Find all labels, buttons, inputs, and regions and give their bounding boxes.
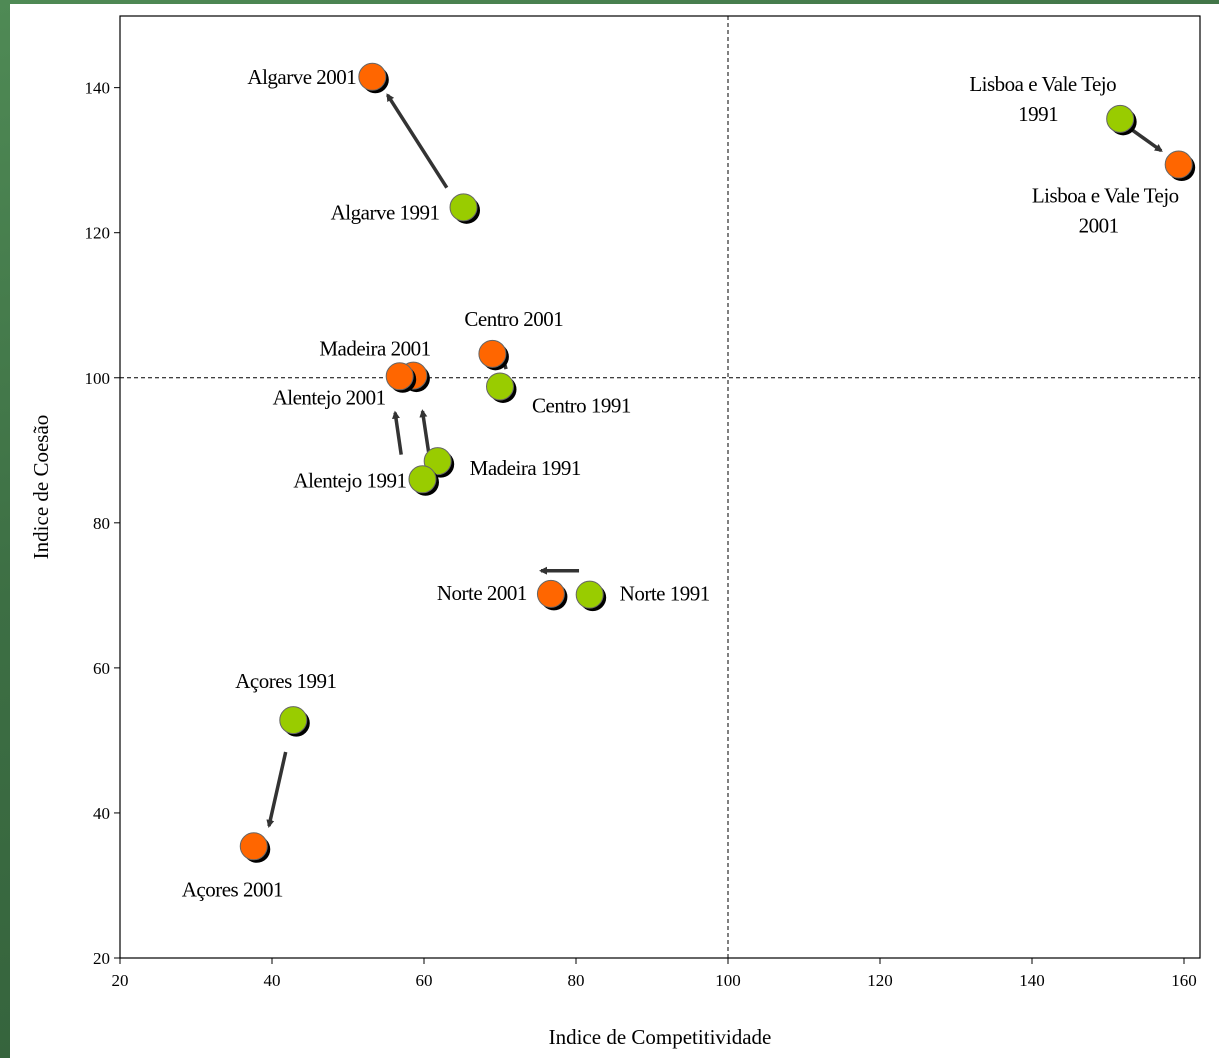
point-a-ores-1991 — [279, 706, 310, 737]
reference-lines — [120, 16, 1200, 958]
point-label: Algarve 2001 — [247, 65, 356, 89]
x-tick-label: 160 — [1171, 971, 1197, 990]
point-norte-1991 — [575, 580, 607, 612]
y-tick-label: 60 — [93, 659, 110, 678]
point-label: Algarve 1991 — [331, 200, 440, 224]
point-label: Madeira 1991 — [470, 456, 581, 480]
x-tick-label: 100 — [715, 971, 741, 990]
x-axis: 20 40 60 80 100 120 140 160 — [112, 958, 1197, 990]
point-label: Açores 2001 — [182, 877, 283, 901]
y-tick-label: 100 — [85, 369, 111, 388]
point-a-ores-2001 — [239, 832, 271, 863]
point-madeira-1991 — [423, 447, 455, 478]
point-label: Lisboa e Vale Tejo 1991 — [969, 72, 1116, 126]
point-label: Açores 1991 — [235, 669, 336, 693]
point-lisboa-e-vale-tejo-2001 — [1164, 150, 1196, 182]
arrow-acores — [266, 751, 288, 828]
plot-area — [119, 15, 1201, 959]
point-label: Alentejo 1991 — [293, 468, 406, 492]
x-tick-label: 60 — [416, 971, 433, 990]
y-tick-label: 80 — [93, 514, 110, 533]
y-tick-label: 40 — [93, 804, 110, 823]
point-algarve-2001 — [358, 62, 389, 94]
y-axis: 20 40 60 80 100 120 140 — [85, 79, 120, 968]
x-tick-label: 140 — [1019, 971, 1045, 990]
y-tick-label: 120 — [85, 224, 111, 243]
point-alentejo-1991 — [408, 465, 439, 496]
scatter-chart: 20 40 60 80 100 120 140 160 20 40 60 80 100 120 140 A… — [29, 15, 1201, 1049]
point-centro-2001 — [478, 339, 509, 371]
point-algarve-1991 — [449, 193, 481, 224]
point-label: Alentejo 2001 — [273, 385, 386, 409]
data-points — [239, 62, 1196, 863]
point-norte-2001 — [536, 579, 568, 611]
y-axis-title: Indice de Coesão — [29, 415, 53, 560]
chart-frame: 20 40 60 80 100 120 140 160 20 40 60 80 100 120 140 A… — [10, 4, 1219, 1058]
arrow-algarve — [386, 93, 449, 189]
point-alentejo-2001 — [385, 362, 417, 393]
x-tick-label: 40 — [264, 971, 281, 990]
point-label: Centro 1991 — [532, 393, 631, 417]
y-tick-label: 140 — [85, 79, 111, 98]
point-labels: Algarve 2001 Algarve 1991 Lisboa e Vale Te… — [182, 65, 1179, 902]
point-centro-1991 — [486, 372, 517, 403]
x-tick-label: 80 — [568, 971, 585, 990]
y-tick-label: 20 — [93, 949, 110, 968]
arrow-alentejo — [392, 410, 403, 455]
arrow-lisboa — [1126, 125, 1163, 153]
movement-arrows — [266, 93, 1163, 828]
x-tick-label: 120 — [867, 971, 893, 990]
point-label: Lisboa e Vale Tejo 2001 — [1032, 184, 1179, 238]
point-label: Norte 1991 — [620, 582, 710, 606]
x-tick-label: 20 — [112, 971, 129, 990]
point-label: Madeira 2001 — [319, 337, 430, 361]
point-label: Norte 2001 — [437, 581, 527, 605]
arrow-madeira — [419, 409, 431, 452]
x-axis-title: Indice de Competitividade — [549, 1025, 772, 1049]
point-label: Centro 2001 — [464, 307, 563, 331]
point-lisboa-e-vale-tejo-1991 — [1106, 104, 1137, 136]
